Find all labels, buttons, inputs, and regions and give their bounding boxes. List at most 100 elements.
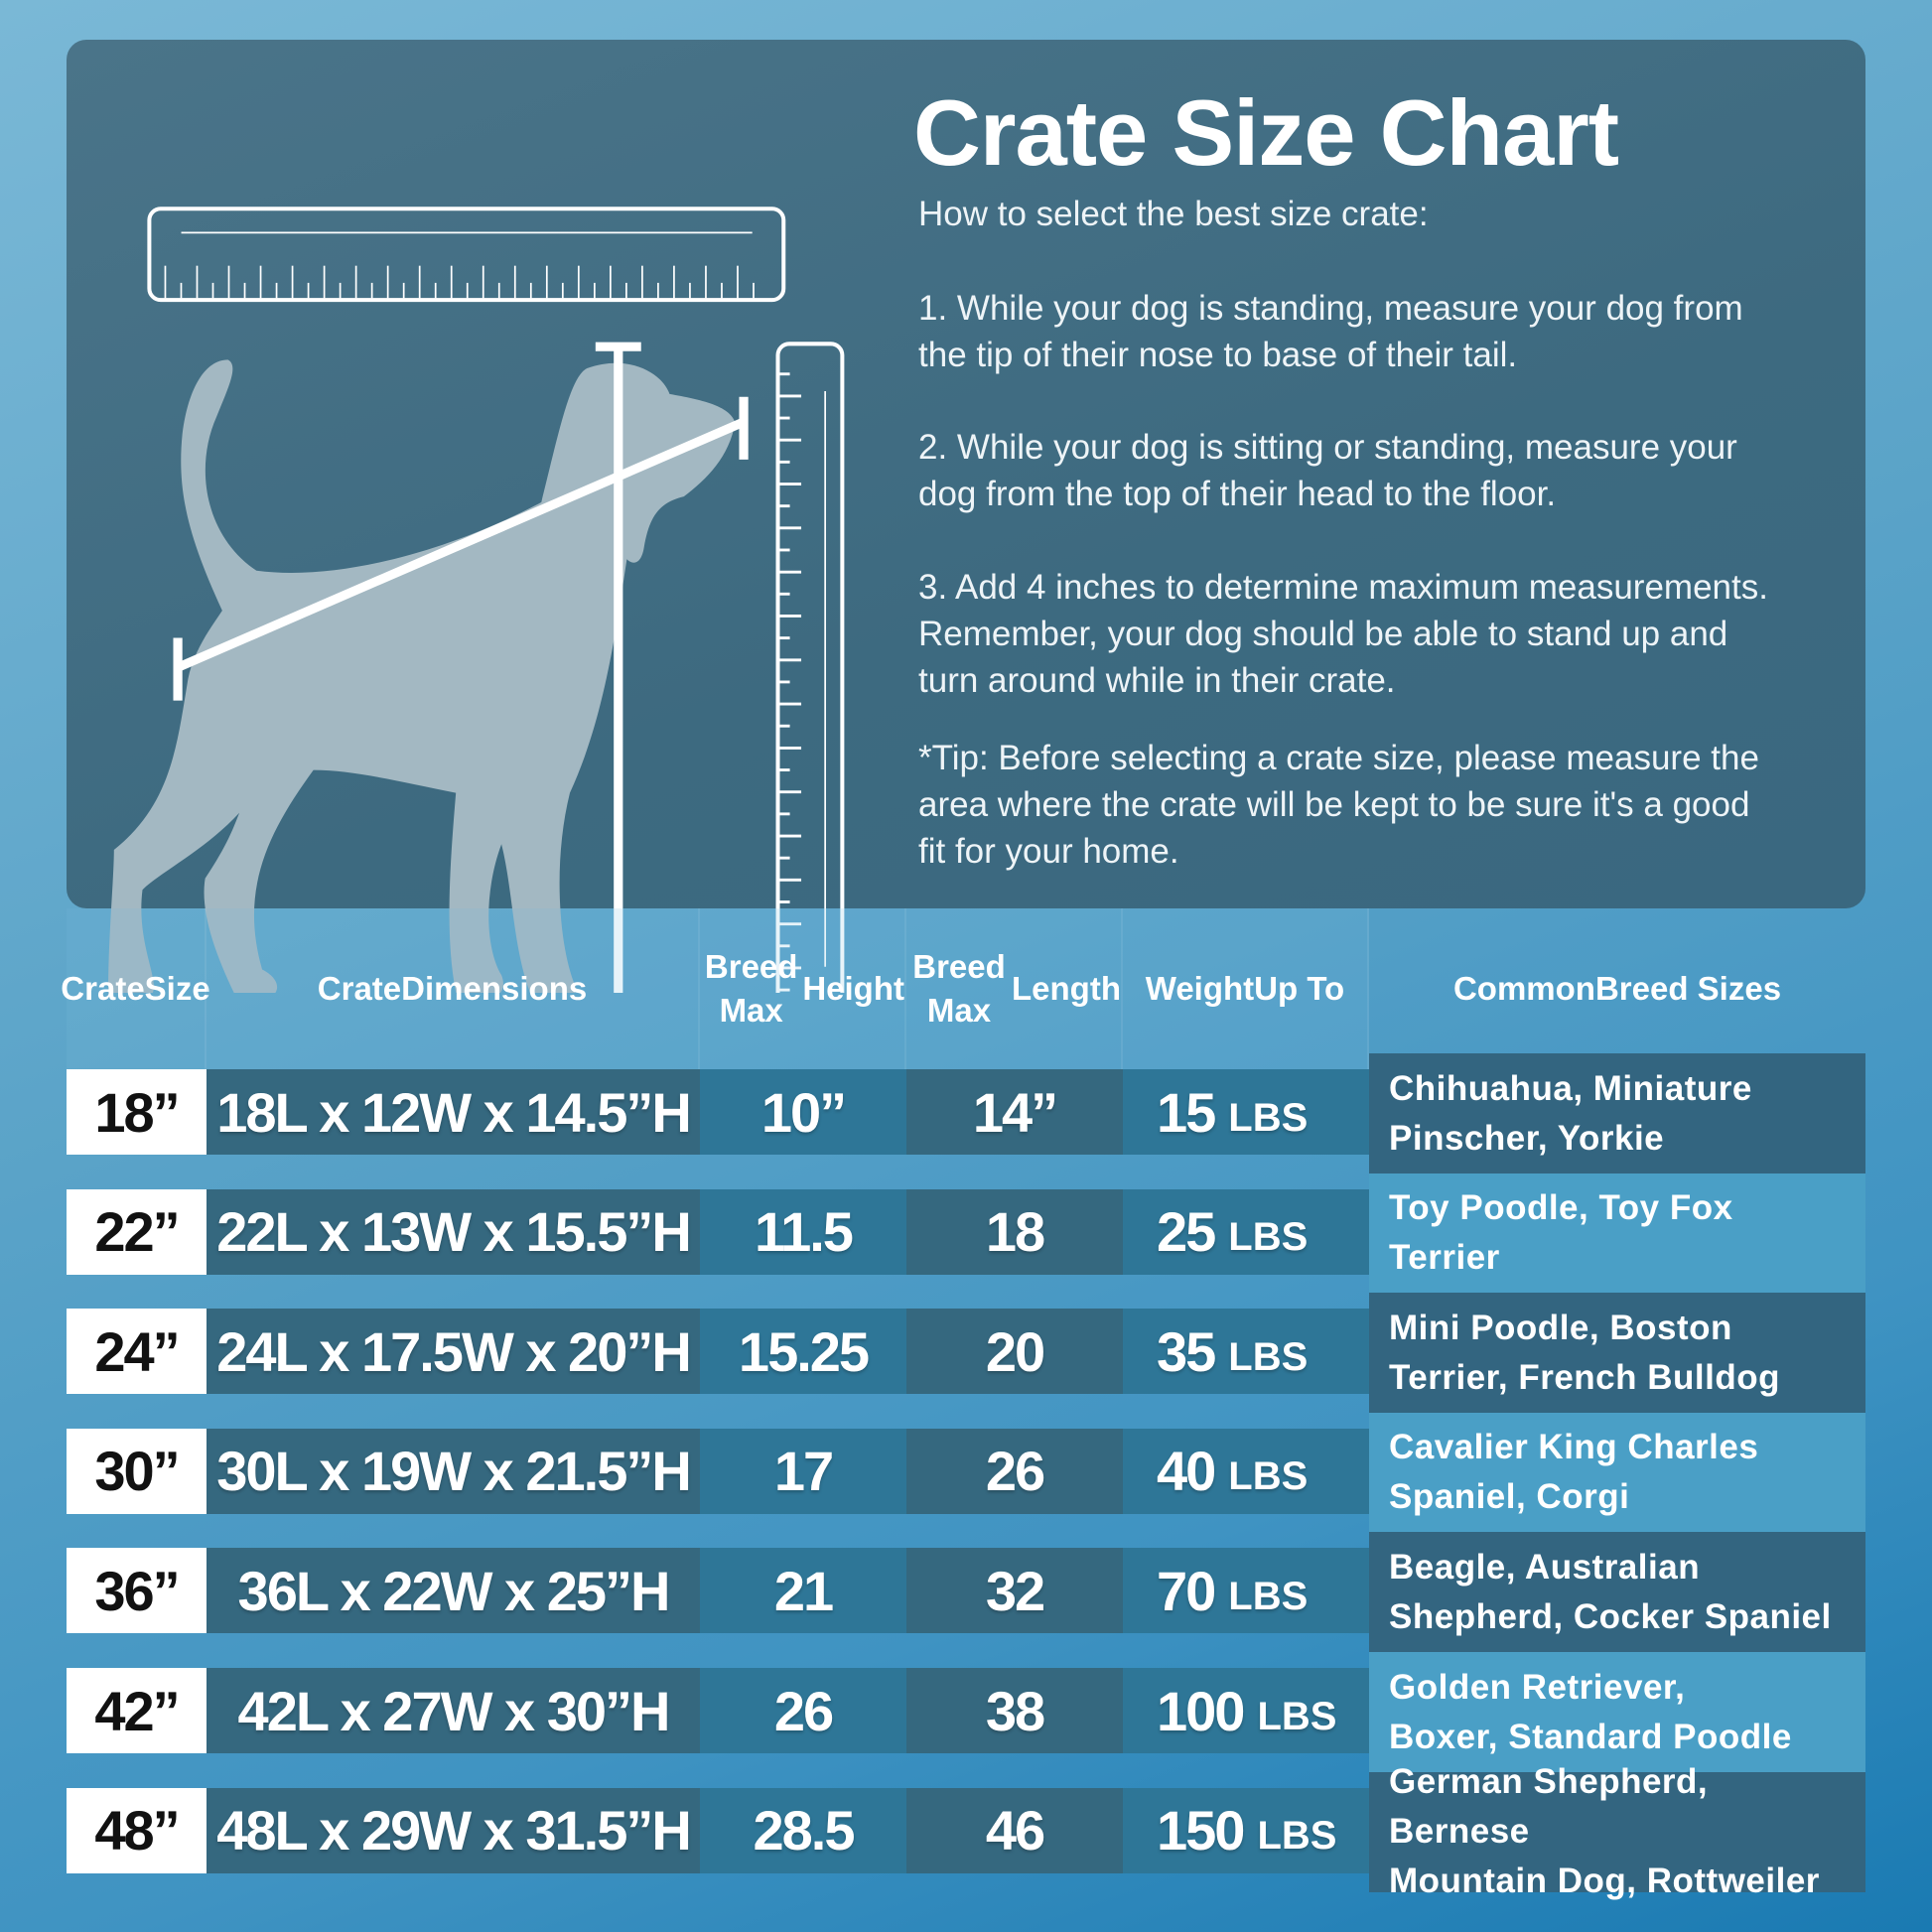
size-value: 42” <box>94 1679 180 1742</box>
height-value: 11.5 <box>755 1200 854 1264</box>
height-value: 10” <box>760 1080 847 1144</box>
cell-length: 18 <box>906 1188 1123 1275</box>
vertical-ruler-icon <box>775 342 845 993</box>
column-header-text: Crate <box>61 970 145 1007</box>
size-value: 30” <box>94 1440 180 1503</box>
cell-height: 21 <box>700 1548 906 1634</box>
column-header: Crate Dimensions <box>207 908 700 1069</box>
weight-value: 25 <box>1157 1200 1216 1264</box>
breed-line: Chihuahua, Miniature <box>1389 1068 1752 1108</box>
weight-unit: LBS <box>1228 1334 1309 1379</box>
weight-value: 15 <box>1157 1080 1216 1144</box>
cell-dims: 30L x 19W x 21.5”H <box>207 1428 700 1514</box>
length-value: 46 <box>985 1799 1045 1863</box>
dims-value: 22L x 13W x 15.5”H <box>216 1200 692 1264</box>
tip-line: area where the crate will be kept to be … <box>918 785 1750 824</box>
instruction-line: the tip of their nose to base of their t… <box>918 336 1518 374</box>
length-value: 38 <box>985 1679 1045 1742</box>
column-header-text: Weight <box>1145 970 1255 1007</box>
breed-cell: Golden Retriever, Boxer, Standard Poodle <box>1369 1652 1865 1772</box>
cell-length: 32 <box>906 1548 1123 1634</box>
height-value: 15.25 <box>738 1319 870 1383</box>
length-value: 20 <box>985 1319 1045 1383</box>
dims-value: 24L x 17.5W x 20”H <box>216 1319 692 1383</box>
cell-dims: 22L x 13W x 15.5”H <box>207 1188 700 1275</box>
breed-line: Beagle, Australian <box>1389 1547 1701 1587</box>
cell-size: 48” <box>67 1787 207 1873</box>
column-header: Common Breed Sizes <box>1369 908 1865 1069</box>
column-header-text: Length <box>1012 970 1121 1007</box>
dog-measurement-illustration <box>108 207 845 993</box>
length-value: 18 <box>985 1200 1045 1264</box>
column-header: Breed Max Height <box>700 908 906 1069</box>
cell-length: 14” <box>906 1069 1123 1155</box>
breed-line: Cavalier King Charles <box>1389 1428 1759 1467</box>
weight-unit: LBS <box>1228 1095 1309 1140</box>
dims-value: 18L x 12W x 14.5”H <box>216 1080 692 1144</box>
height-value: 21 <box>773 1559 834 1622</box>
cell-size: 30” <box>67 1428 207 1514</box>
size-value: 22” <box>94 1200 180 1264</box>
instruction-line: 3. Add 4 inches to determine maximum mea… <box>918 568 1768 607</box>
size-value: 36” <box>94 1559 180 1622</box>
cell-length: 46 <box>906 1787 1123 1873</box>
dims-value: 48L x 29W x 31.5”H <box>216 1799 692 1863</box>
instruction-line: 1. While your dog is standing, measure y… <box>918 289 1743 328</box>
weight-unit: LBS <box>1257 1814 1337 1859</box>
breed-cell: German Shepherd, Bernese Mountain Dog, Ro… <box>1369 1762 1865 1900</box>
instruction-line: dog from the top of their head to the fl… <box>918 475 1557 513</box>
size-value: 48” <box>94 1799 180 1863</box>
dims-value: 42L x 27W x 30”H <box>237 1679 671 1742</box>
breed-line: Spaniel, Corgi <box>1389 1477 1630 1517</box>
column-header-text: Size <box>144 970 210 1007</box>
horizontal-ruler-icon <box>147 207 786 303</box>
cell-weight: 70 LBS <box>1123 1548 1369 1634</box>
column-header-text: Breed Max <box>912 948 1006 1029</box>
weight-unit: LBS <box>1228 1454 1309 1499</box>
cell-weight: 40 LBS <box>1123 1428 1369 1514</box>
breed-line: Pinscher, Yorkie <box>1389 1118 1665 1158</box>
breed-cell: Cavalier King Charles Spaniel, Corgi <box>1369 1412 1865 1533</box>
weight-value: 40 <box>1157 1440 1216 1503</box>
breed-line: Mountain Dog, Rottweiler <box>1389 1862 1820 1901</box>
cell-size: 24” <box>67 1309 207 1395</box>
cell-size: 18” <box>67 1069 207 1155</box>
dims-value: 36L x 22W x 25”H <box>237 1559 671 1622</box>
page-title: Crate Size Chart <box>913 80 1619 185</box>
weight-value: 150 <box>1157 1799 1245 1863</box>
height-value: 17 <box>773 1440 834 1503</box>
cell-height: 10” <box>700 1069 906 1155</box>
length-measure-line-icon <box>173 396 749 701</box>
cell-height: 28.5 <box>700 1787 906 1873</box>
length-value: 14” <box>972 1080 1058 1144</box>
size-value: 18” <box>94 1080 180 1144</box>
column-header-text: Crate <box>317 970 402 1007</box>
breed-cell: Chihuahua, Miniature Pinscher, Yorkie <box>1369 1053 1865 1173</box>
breed-cell: Beagle, Australian Shepherd, Cocker Spani… <box>1369 1532 1865 1653</box>
cell-height: 15.25 <box>700 1309 906 1395</box>
breed-line: Boxer, Standard Poodle <box>1389 1717 1792 1756</box>
cell-height: 26 <box>700 1668 906 1753</box>
breed-line: Shepherd, Cocker Spaniel <box>1389 1596 1832 1636</box>
weight-value: 35 <box>1157 1319 1216 1383</box>
weight-value: 100 <box>1157 1679 1245 1742</box>
breed-line: Terrier, French Bulldog <box>1389 1357 1780 1397</box>
cell-dims: 36L x 22W x 25”H <box>207 1548 700 1634</box>
column-header-text: Common <box>1452 970 1595 1007</box>
breed-line: Terrier <box>1389 1238 1500 1278</box>
breed-cell: Toy Poodle, Toy Fox Terrier <box>1369 1173 1865 1294</box>
cell-size: 42” <box>67 1668 207 1753</box>
column-header-text: Dimensions <box>401 970 588 1007</box>
height-value: 26 <box>773 1679 834 1742</box>
size-value: 24” <box>94 1319 180 1383</box>
cell-length: 26 <box>906 1428 1123 1514</box>
dog-silhouette-icon <box>108 359 736 993</box>
cell-dims: 48L x 29W x 31.5”H <box>207 1787 700 1873</box>
weight-unit: LBS <box>1257 1694 1337 1738</box>
cell-height: 17 <box>700 1428 906 1514</box>
breed-line: Toy Poodle, Toy Fox <box>1389 1188 1733 1228</box>
weight-unit: LBS <box>1228 1215 1309 1260</box>
column-header-text: Breed Max <box>704 948 798 1029</box>
weight-unit: LBS <box>1228 1574 1309 1618</box>
length-value: 26 <box>985 1440 1045 1503</box>
